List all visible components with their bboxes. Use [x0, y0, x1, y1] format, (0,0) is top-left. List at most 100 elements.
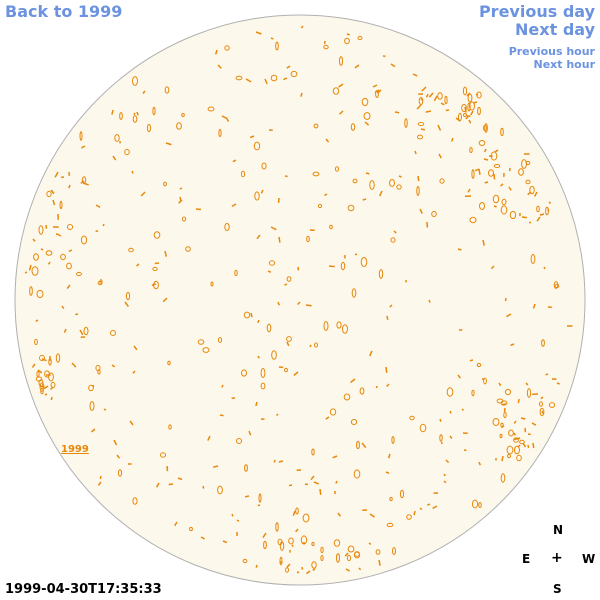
sky-mark	[379, 190, 383, 197]
sky-mark	[319, 488, 322, 495]
sky-mark	[226, 118, 230, 122]
sky-mark	[168, 483, 174, 486]
sky-mark	[290, 70, 298, 78]
sky-mark	[553, 281, 559, 289]
sky-mark	[353, 469, 361, 479]
sky-mark	[207, 435, 211, 441]
sky-mark	[354, 64, 360, 69]
sky-mark	[231, 203, 237, 208]
sky-mark	[478, 140, 486, 146]
sky-mark	[44, 393, 48, 396]
sky-mark	[131, 170, 134, 174]
sky-mark	[278, 460, 284, 463]
sky-mark	[354, 253, 358, 256]
sky-mark	[167, 360, 171, 366]
sky-mark	[32, 238, 36, 242]
sky-mark	[45, 224, 48, 229]
sky-mark	[255, 31, 262, 35]
sky-mark	[200, 536, 205, 540]
sky-mark	[54, 171, 59, 178]
sky-mark	[464, 106, 467, 113]
sky-mark	[396, 184, 402, 190]
sky-mark	[500, 473, 506, 483]
previous-day-link[interactable]: Previous day	[478, 2, 595, 21]
compass-center: +	[551, 550, 563, 566]
sky-mark	[323, 321, 329, 331]
sky-mark	[271, 350, 277, 360]
sky-mark	[286, 563, 291, 568]
sky-mark	[136, 111, 139, 116]
sky-mark	[306, 235, 310, 243]
sky-mark	[97, 481, 102, 486]
sky-mark	[513, 432, 517, 436]
sky-mark	[45, 250, 53, 256]
sky-mark	[284, 175, 288, 178]
sky-mark	[66, 262, 72, 270]
sky-mark	[235, 438, 243, 444]
sky-mark	[416, 186, 420, 196]
sky-mark	[232, 159, 237, 163]
sky-mark	[146, 123, 152, 133]
sky-mark	[416, 104, 422, 110]
sky-mark	[242, 558, 248, 564]
sky-mark	[443, 473, 446, 477]
sky-mark	[378, 269, 384, 279]
sky-mark	[296, 571, 300, 574]
sky-mark	[438, 153, 442, 159]
sky-mark	[493, 205, 497, 208]
sky-mark	[353, 551, 361, 559]
sky-mark	[501, 198, 507, 206]
next-day-link[interactable]: Next day	[515, 20, 595, 39]
back-to-year-link[interactable]: Back to 1999	[5, 2, 123, 21]
sky-mark	[445, 459, 450, 464]
sky-mark	[97, 280, 103, 286]
sky-mark	[467, 188, 471, 193]
sky-mark	[329, 224, 333, 230]
sky-mark	[539, 213, 545, 216]
sky-mark	[469, 216, 477, 224]
sky-mark	[267, 270, 272, 273]
sky-mark	[347, 204, 355, 212]
sky-mark	[325, 138, 330, 143]
sky-mark	[52, 199, 56, 206]
sky-mark	[304, 483, 309, 486]
sky-mark	[248, 430, 252, 436]
sky-mark	[179, 196, 182, 202]
sky-mark	[506, 445, 514, 455]
sky-mark	[261, 162, 267, 170]
sky-mark	[152, 106, 156, 116]
sky-mark	[534, 191, 538, 197]
previous-hour-link[interactable]: Previous hour	[508, 45, 595, 58]
sky-mark	[540, 396, 544, 400]
sky-mark	[548, 201, 552, 204]
sky-mark	[525, 160, 531, 166]
sky-mark	[219, 414, 224, 417]
sky-mark	[344, 552, 349, 557]
sky-mark	[419, 423, 427, 433]
sky-mark	[463, 113, 467, 117]
sky-mark	[90, 428, 96, 433]
compass-south: S	[553, 582, 562, 596]
year-label[interactable]: 1999	[61, 444, 89, 455]
sky-mark	[257, 355, 260, 359]
sky-mark	[142, 90, 146, 94]
sky-mark	[81, 176, 87, 184]
sky-mark	[386, 383, 390, 388]
sky-mark	[545, 373, 549, 376]
sky-mark	[29, 286, 33, 296]
sky-mark	[539, 407, 545, 417]
sky-mark	[461, 103, 467, 113]
sky-mark	[312, 171, 320, 177]
sky-mark	[532, 442, 535, 449]
sky-mark	[350, 123, 356, 131]
sky-mark	[152, 266, 158, 272]
sky-mark	[234, 269, 238, 277]
sky-mark	[404, 118, 408, 128]
sky-mark	[33, 253, 39, 261]
sky-mark	[257, 504, 261, 507]
sky-mark	[536, 205, 540, 213]
sky-mark	[95, 204, 101, 209]
sky-mark	[129, 420, 134, 426]
next-hour-link[interactable]: Next hour	[533, 58, 596, 71]
